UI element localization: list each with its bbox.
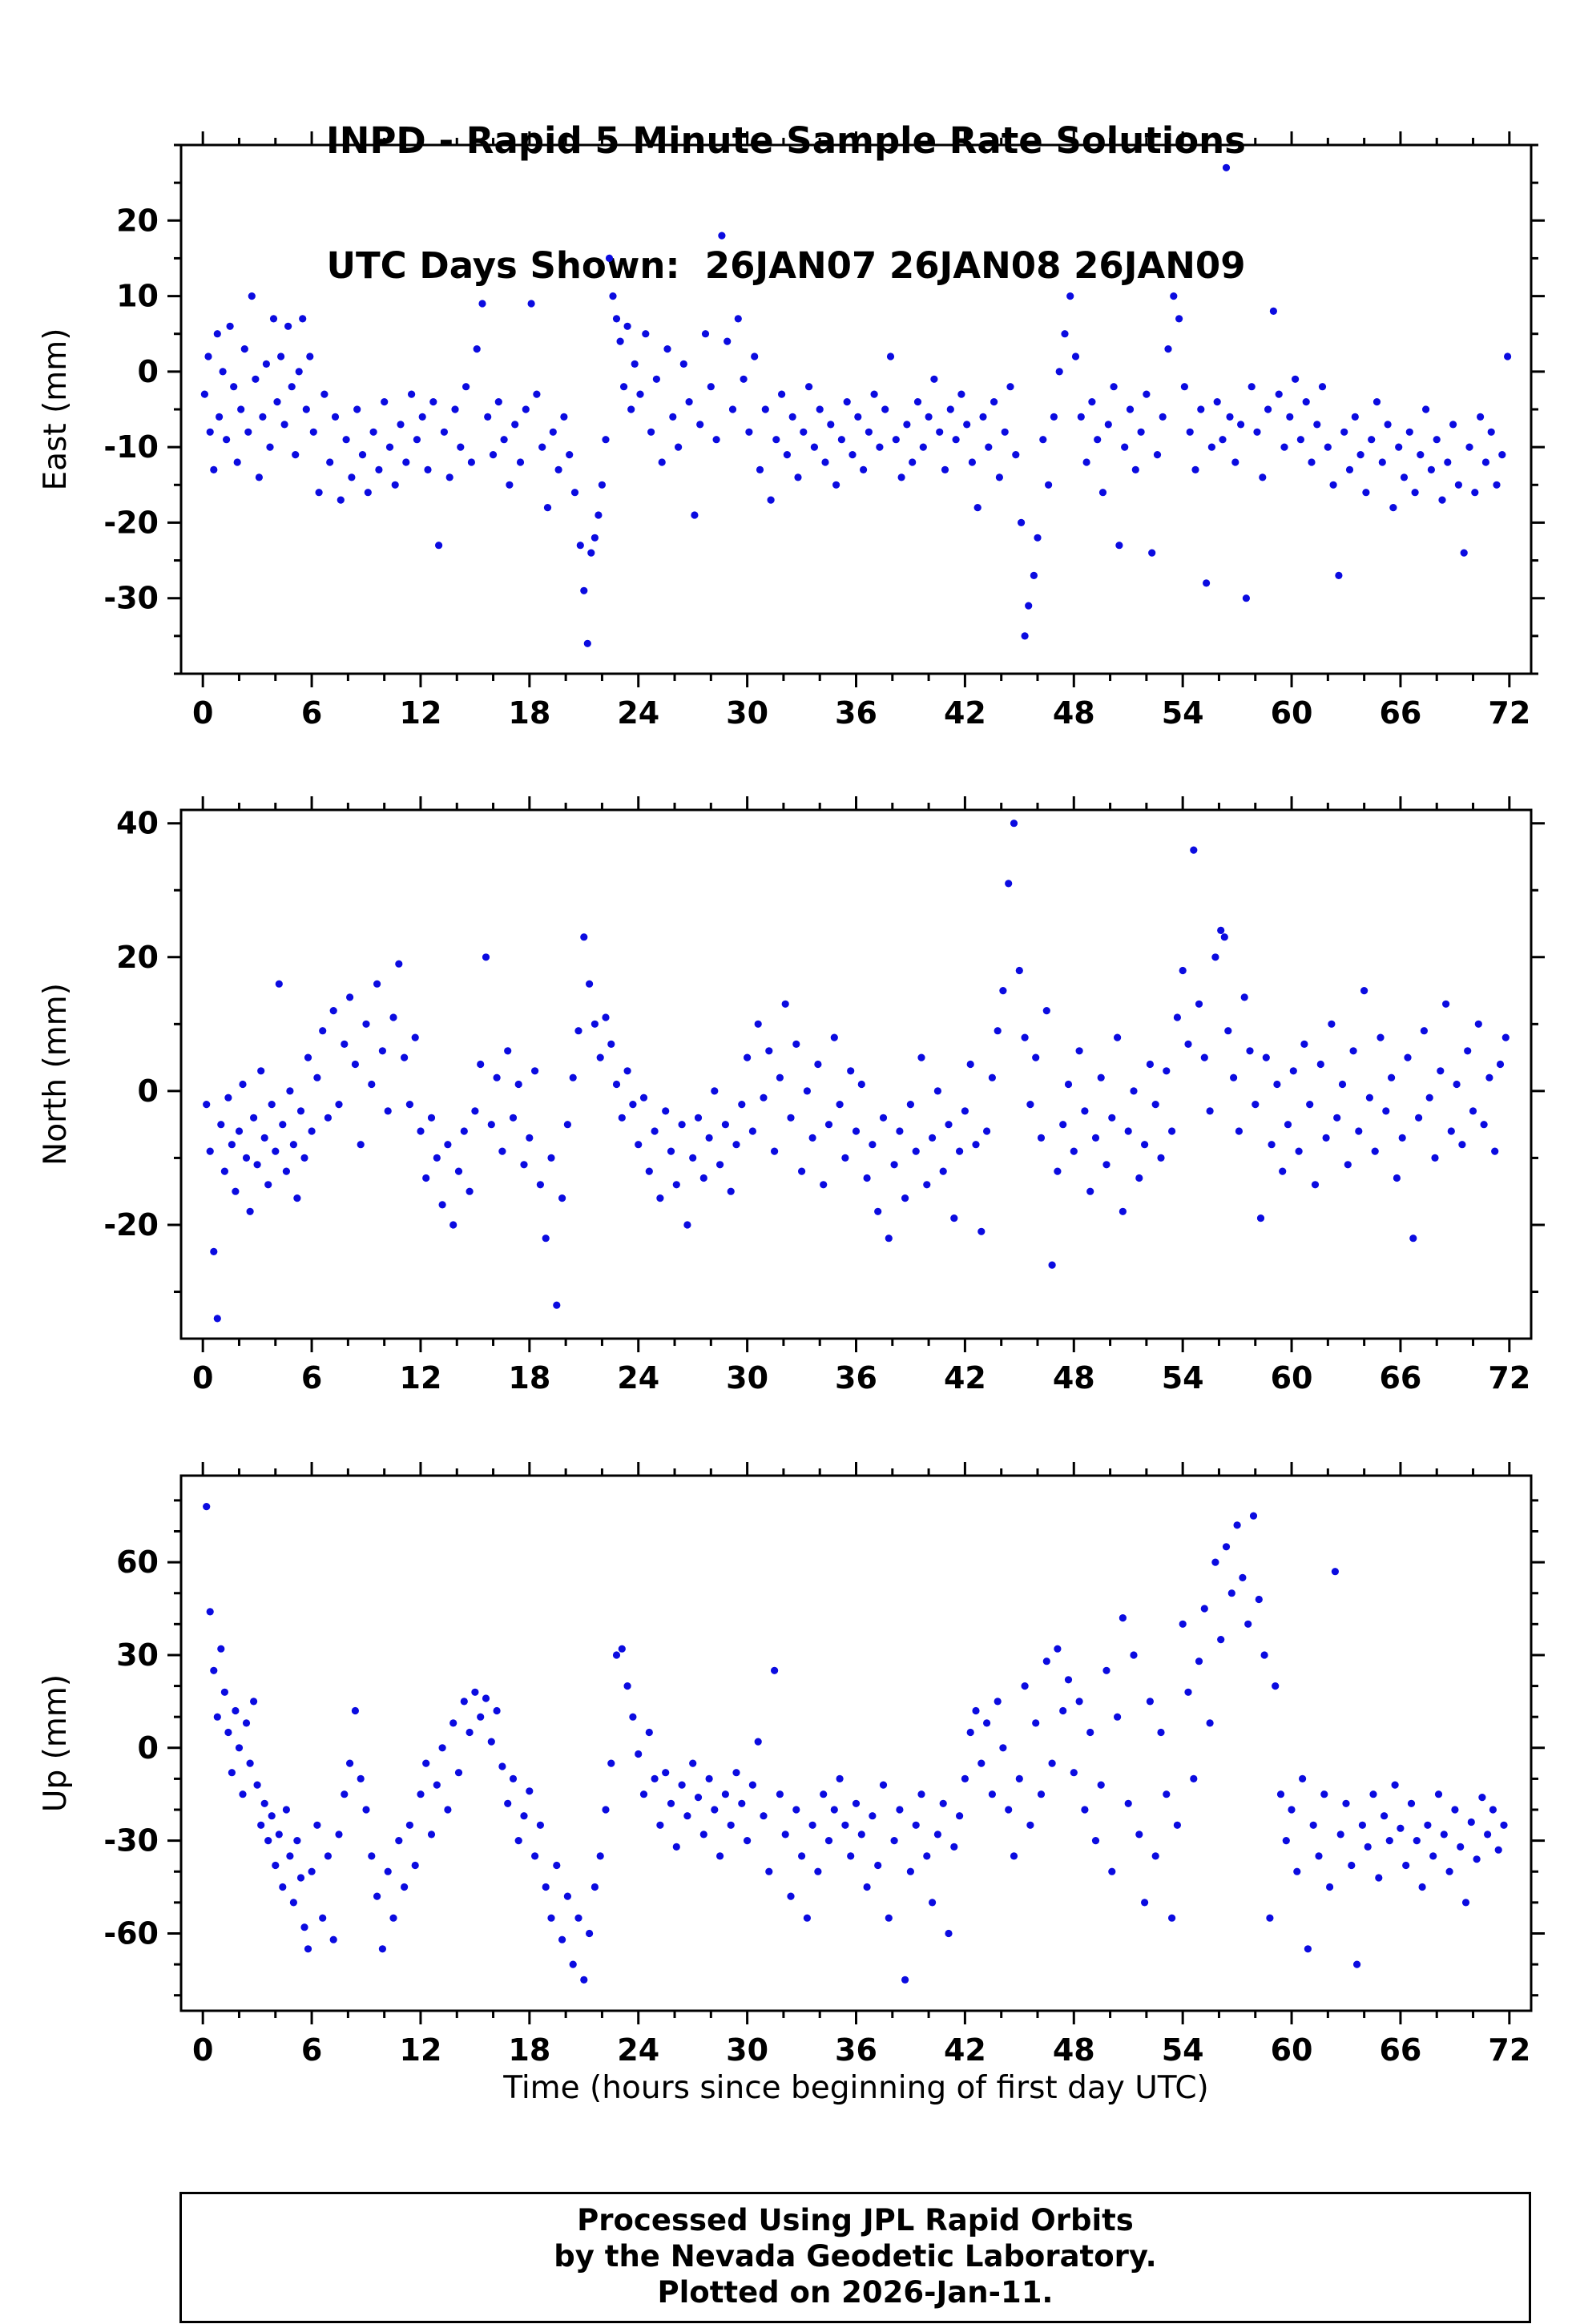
x-tick-label: 0: [192, 695, 213, 731]
y-tick-label: -30: [103, 581, 159, 616]
x-tick-label: 66: [1379, 1360, 1421, 1396]
x-tick-label: 6: [301, 1360, 322, 1396]
x-tick-label: 30: [726, 695, 768, 731]
y-tick-label: 40: [116, 806, 159, 841]
y-tick-label: 30: [116, 1637, 159, 1673]
chart-title-line1: INPD - Rapid 5 Minute Sample Rate Soluti…: [326, 119, 1246, 162]
x-tick-label: 6: [301, 695, 322, 731]
x-tick-label: 72: [1488, 2032, 1530, 2068]
footer-line3: Plotted on 2026-Jan-11.: [657, 2275, 1054, 2310]
x-tick-label: 42: [944, 695, 986, 731]
y-axis-label: Up (mm): [38, 1674, 74, 1812]
x-tick-label: 48: [1053, 695, 1095, 731]
chart-title-line2: UTC Days Shown: 26JAN07 26JAN08 26JAN09: [326, 244, 1246, 287]
x-tick-label: 12: [400, 2032, 442, 2068]
y-tick-label: 10: [116, 279, 159, 314]
x-tick-label: 72: [1488, 1360, 1530, 1396]
y-tick-label: -60: [103, 1915, 159, 1951]
x-tick-label: 24: [617, 1360, 659, 1396]
x-tick-label: 0: [192, 2032, 213, 2068]
scatter-points-north: [203, 820, 1510, 1323]
x-tick-label: 36: [835, 1360, 877, 1396]
x-tick-label: 60: [1271, 1360, 1313, 1396]
x-tick-label: 60: [1271, 695, 1313, 731]
y-tick-label: -30: [103, 1823, 159, 1859]
panel-up: 0 6 12 18 24 30 36 42 48 54 60 66 72 60 30 0 -30 -60 Up (m…: [38, 1462, 1545, 2068]
x-tick-label: 60: [1271, 2032, 1313, 2068]
y-tick-label: 20: [116, 203, 159, 238]
x-tick-label: 36: [835, 695, 877, 731]
plot-frame: [179, 143, 1533, 675]
x-tick-label: 18: [508, 695, 550, 731]
x-tick-label: 54: [1162, 1360, 1204, 1396]
title-block: INPD - Rapid 5 Minute Sample Rate Soluti…: [0, 37, 1572, 370]
plot-frame: [179, 808, 1533, 1340]
x-tick-label: 18: [508, 1360, 550, 1396]
x-tick-label: 24: [617, 695, 659, 731]
y-tick-label: -20: [103, 505, 159, 540]
x-tick-label: 66: [1379, 695, 1421, 731]
x-tick-label: 48: [1053, 2032, 1095, 2068]
x-tick-label: 54: [1162, 2032, 1204, 2068]
y-tick-label: -20: [103, 1207, 159, 1243]
x-tick-label: 12: [400, 695, 442, 731]
x-tick-label: 42: [944, 2032, 986, 2068]
x-tick-label: 72: [1488, 695, 1530, 731]
x-tick-label: 0: [192, 1360, 213, 1396]
plot-frame: [179, 1474, 1533, 2012]
footer-line2: by the Nevada Geodetic Laboratory.: [554, 2239, 1157, 2274]
x-axis-label: Time (hours since beginning of first day…: [503, 2070, 1209, 2106]
x-tick-label: 42: [944, 1360, 986, 1396]
y-tick-label: 20: [116, 940, 159, 975]
x-tick-label: 30: [726, 1360, 768, 1396]
y-tick-label: 0: [138, 1730, 159, 1766]
x-tick-label: 36: [835, 2032, 877, 2068]
panel-north: 0 6 12 18 24 30 36 42 48 54 60 66 72 40 20 0 -20 North (m…: [38, 796, 1545, 1396]
x-tick-label: 24: [617, 2032, 659, 2068]
panel-east: 0 6 12 18 24 30 36 42 48 54 60 66 72 20 10 0 -10 -20 -30 Ea…: [38, 131, 1545, 731]
y-axis-label: East (mm): [38, 328, 74, 491]
scatter-points-east: [200, 163, 1512, 647]
x-tick-label: 54: [1162, 695, 1204, 731]
y-tick-label: 0: [138, 354, 159, 389]
scatter-points-up: [203, 1503, 1508, 1984]
attribution-box: Processed Using JPL Rapid Orbits by the …: [179, 2192, 1531, 2323]
y-tick-label: -10: [103, 429, 159, 465]
x-tick-label: 66: [1379, 2032, 1421, 2068]
y-axis-label: North (mm): [38, 983, 74, 1166]
x-tick-label: 18: [508, 2032, 550, 2068]
x-tick-label: 12: [400, 1360, 442, 1396]
y-tick-label: 0: [138, 1073, 159, 1109]
x-tick-label: 30: [726, 2032, 768, 2068]
x-tick-label: 48: [1053, 1360, 1095, 1396]
footer-line1: Processed Using JPL Rapid Orbits: [577, 2203, 1134, 2237]
x-tick-label: 6: [301, 2032, 322, 2068]
y-tick-label: 60: [116, 1545, 159, 1580]
